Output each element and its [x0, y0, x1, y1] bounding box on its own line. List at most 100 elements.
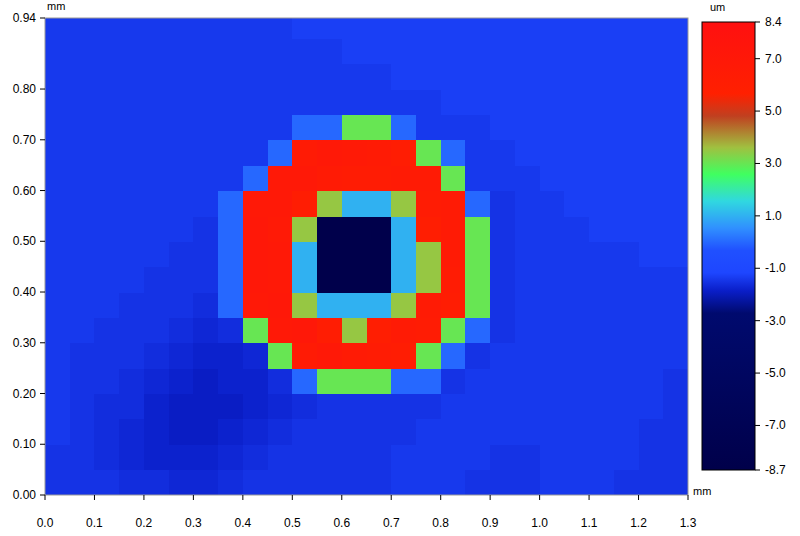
cell	[94, 165, 119, 191]
cell	[169, 267, 194, 293]
cell	[268, 470, 293, 495]
cell	[490, 267, 515, 293]
cell	[465, 140, 490, 166]
cell	[243, 317, 268, 343]
cell	[144, 470, 169, 495]
x-tick	[341, 495, 342, 500]
cell	[193, 394, 218, 420]
cell	[94, 343, 119, 369]
cell	[193, 241, 218, 267]
cell	[614, 368, 639, 394]
cell	[441, 191, 466, 217]
cell	[292, 368, 317, 394]
cell	[218, 140, 243, 166]
cell	[119, 470, 144, 495]
cell	[45, 89, 70, 115]
cell	[317, 470, 342, 495]
cell	[416, 343, 441, 369]
cell	[515, 140, 540, 166]
cell	[441, 317, 466, 343]
cell	[193, 444, 218, 470]
cell	[564, 38, 589, 64]
cell	[515, 114, 540, 140]
cell	[193, 292, 218, 318]
cell	[465, 216, 490, 242]
cell	[144, 241, 169, 267]
cell	[416, 317, 441, 343]
cell	[663, 191, 688, 217]
x-tick	[440, 495, 441, 500]
cell	[119, 18, 144, 39]
cell	[416, 114, 441, 140]
cell	[490, 470, 515, 495]
cell	[94, 64, 119, 90]
cell	[515, 419, 540, 445]
cell	[342, 89, 367, 115]
cell	[367, 38, 392, 64]
cell	[564, 343, 589, 369]
cell	[367, 292, 392, 318]
cell	[144, 89, 169, 115]
cell	[515, 89, 540, 115]
cell	[45, 317, 70, 343]
cell	[243, 343, 268, 369]
x-tick-label: 0.7	[383, 516, 400, 530]
cell	[45, 368, 70, 394]
cell	[70, 140, 95, 166]
colorbar-tick-label: -7.0	[765, 418, 786, 432]
cell	[94, 394, 119, 420]
cell	[614, 165, 639, 191]
cell	[639, 444, 664, 470]
cell	[540, 165, 565, 191]
cell	[614, 444, 639, 470]
cell	[292, 317, 317, 343]
cell	[441, 368, 466, 394]
cell	[45, 64, 70, 90]
cell	[614, 419, 639, 445]
cell	[144, 140, 169, 166]
cell	[589, 216, 614, 242]
cell	[70, 165, 95, 191]
cell	[614, 267, 639, 293]
cell	[317, 191, 342, 217]
cell	[663, 470, 688, 495]
cell	[589, 165, 614, 191]
x-tick	[638, 495, 639, 500]
cell	[515, 165, 540, 191]
cell	[416, 470, 441, 495]
cell	[416, 394, 441, 420]
cell	[663, 444, 688, 470]
cell	[663, 38, 688, 64]
cell	[193, 470, 218, 495]
cell	[416, 64, 441, 90]
x-tick	[45, 495, 46, 500]
cell	[169, 368, 194, 394]
cell	[193, 64, 218, 90]
cell	[243, 241, 268, 267]
cell	[169, 317, 194, 343]
x-tick	[688, 495, 689, 500]
cell	[391, 470, 416, 495]
y-tick	[40, 241, 45, 242]
y-tick-label: 0.40	[13, 285, 37, 299]
cell	[490, 317, 515, 343]
cell	[367, 419, 392, 445]
cell	[416, 140, 441, 166]
cell	[169, 18, 194, 39]
cell	[639, 89, 664, 115]
cell	[243, 216, 268, 242]
cell	[639, 114, 664, 140]
cell	[119, 368, 144, 394]
cell	[663, 18, 688, 39]
cell	[416, 165, 441, 191]
cell	[243, 140, 268, 166]
cell	[465, 444, 490, 470]
cell	[441, 89, 466, 115]
cell	[490, 64, 515, 90]
cell	[490, 140, 515, 166]
cell	[614, 394, 639, 420]
cell	[564, 317, 589, 343]
cell	[639, 38, 664, 64]
cell	[441, 140, 466, 166]
cell	[342, 114, 367, 140]
